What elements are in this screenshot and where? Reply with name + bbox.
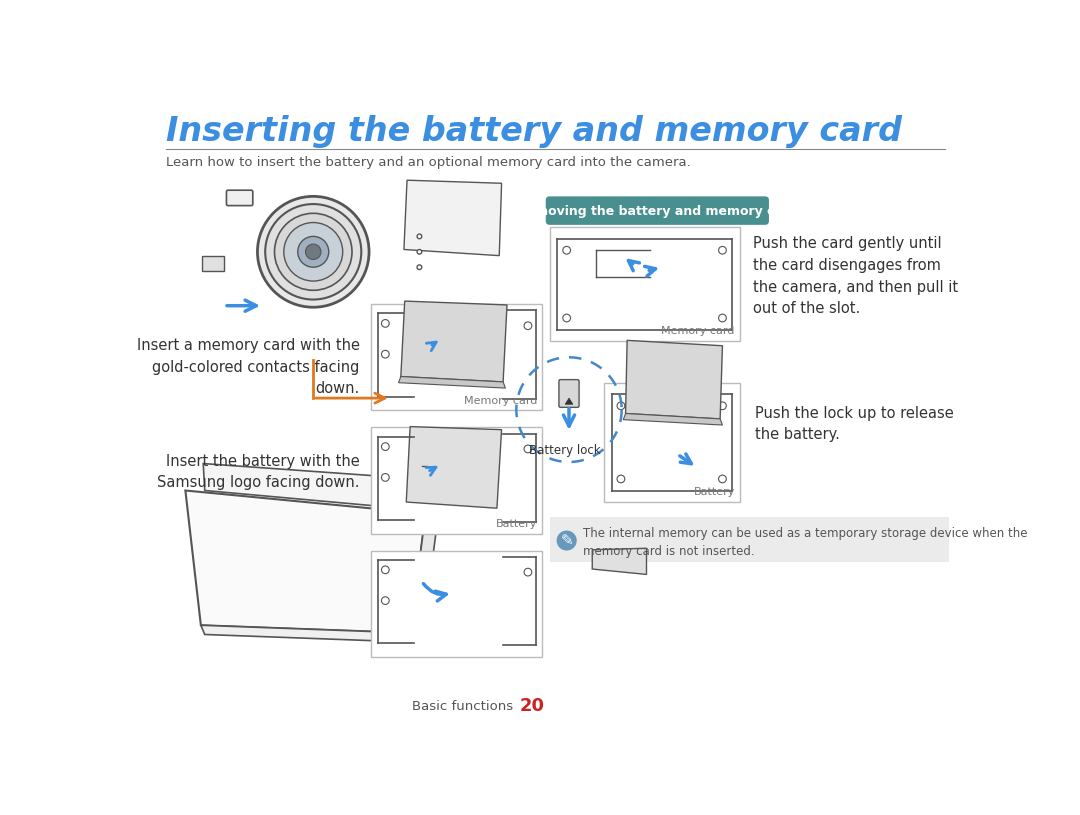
- FancyBboxPatch shape: [202, 256, 225, 271]
- Text: Learn how to insert the battery and an optional memory card into the camera.: Learn how to insert the battery and an o…: [166, 156, 691, 169]
- Text: The internal memory can be used as a temporary storage device when the
memory ca: The internal memory can be used as a tem…: [583, 527, 1027, 558]
- Circle shape: [617, 475, 625, 482]
- Circle shape: [381, 566, 389, 574]
- Text: Basic functions: Basic functions: [413, 699, 513, 712]
- Circle shape: [417, 265, 422, 270]
- Circle shape: [718, 314, 727, 322]
- Text: Battery: Battery: [693, 487, 734, 497]
- Polygon shape: [203, 464, 419, 509]
- Text: Inserting the battery and memory card: Inserting the battery and memory card: [166, 115, 902, 148]
- Text: Push the card gently until
the card disengages from
the camera, and then pull it: Push the card gently until the card dise…: [754, 236, 959, 316]
- Circle shape: [298, 236, 328, 267]
- Text: Removing the battery and memory card: Removing the battery and memory card: [517, 205, 798, 218]
- Circle shape: [718, 246, 727, 254]
- Circle shape: [274, 214, 352, 290]
- FancyBboxPatch shape: [550, 227, 740, 341]
- Circle shape: [524, 568, 531, 576]
- Polygon shape: [201, 625, 414, 642]
- Circle shape: [563, 314, 570, 322]
- Circle shape: [617, 402, 625, 410]
- Text: Battery lock: Battery lock: [529, 444, 600, 457]
- Text: 20: 20: [519, 697, 544, 715]
- Circle shape: [381, 350, 389, 358]
- FancyBboxPatch shape: [545, 196, 769, 225]
- Polygon shape: [399, 377, 505, 388]
- Polygon shape: [625, 341, 723, 419]
- Text: Push the lock up to release
the battery.: Push the lock up to release the battery.: [755, 406, 954, 443]
- Polygon shape: [406, 426, 501, 509]
- Circle shape: [257, 196, 369, 307]
- Text: Insert the battery with the
Samsung logo facing down.: Insert the battery with the Samsung logo…: [158, 453, 360, 490]
- Circle shape: [381, 597, 389, 605]
- FancyBboxPatch shape: [550, 518, 948, 562]
- Polygon shape: [410, 513, 437, 642]
- FancyBboxPatch shape: [372, 304, 542, 411]
- Text: Battery: Battery: [496, 519, 537, 529]
- Circle shape: [381, 443, 389, 451]
- Polygon shape: [186, 491, 426, 633]
- FancyBboxPatch shape: [227, 190, 253, 205]
- Circle shape: [266, 204, 362, 300]
- FancyBboxPatch shape: [372, 551, 542, 657]
- Text: Memory card: Memory card: [463, 396, 537, 406]
- Circle shape: [381, 474, 389, 482]
- Circle shape: [718, 475, 727, 482]
- Polygon shape: [565, 398, 572, 404]
- Circle shape: [417, 234, 422, 239]
- Text: Memory card: Memory card: [661, 327, 734, 337]
- Circle shape: [306, 244, 321, 259]
- FancyBboxPatch shape: [604, 383, 740, 502]
- Circle shape: [524, 322, 531, 329]
- Circle shape: [556, 531, 577, 551]
- FancyBboxPatch shape: [372, 427, 542, 534]
- Polygon shape: [404, 180, 501, 256]
- Circle shape: [563, 246, 570, 254]
- Circle shape: [381, 319, 389, 328]
- Circle shape: [284, 222, 342, 281]
- Polygon shape: [623, 413, 723, 425]
- Circle shape: [524, 445, 531, 453]
- Circle shape: [417, 249, 422, 254]
- Text: ✎: ✎: [561, 533, 573, 548]
- FancyBboxPatch shape: [559, 380, 579, 408]
- Polygon shape: [401, 301, 507, 382]
- Circle shape: [718, 402, 727, 410]
- Text: Insert a memory card with the
gold-colored contacts facing
down.: Insert a memory card with the gold-color…: [137, 338, 360, 396]
- Polygon shape: [592, 548, 647, 575]
